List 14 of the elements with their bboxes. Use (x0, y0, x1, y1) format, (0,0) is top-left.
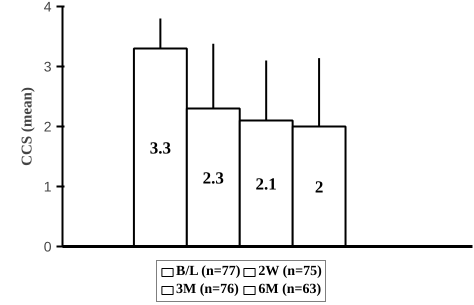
y-tick-label: 0 (44, 238, 52, 254)
legend-label: 6M (n=63) (258, 282, 322, 298)
y-tick-label: 4 (44, 0, 52, 14)
legend-label: 3M (n=76) (176, 282, 239, 298)
y-tick-label: 2 (44, 118, 52, 134)
data-label: 2.3 (202, 168, 224, 188)
y-tick-label: 1 (44, 178, 52, 194)
y-axis-title: CCS (mean) (20, 87, 36, 166)
data-label: 2.1 (256, 174, 277, 194)
legend-label: 2W (n=75) (258, 264, 322, 280)
legend-label: B/L (n=77) (176, 264, 240, 280)
data-label: 2 (314, 178, 324, 196)
y-tick-label: 3 (44, 58, 52, 74)
data-label: 3.3 (150, 138, 171, 158)
